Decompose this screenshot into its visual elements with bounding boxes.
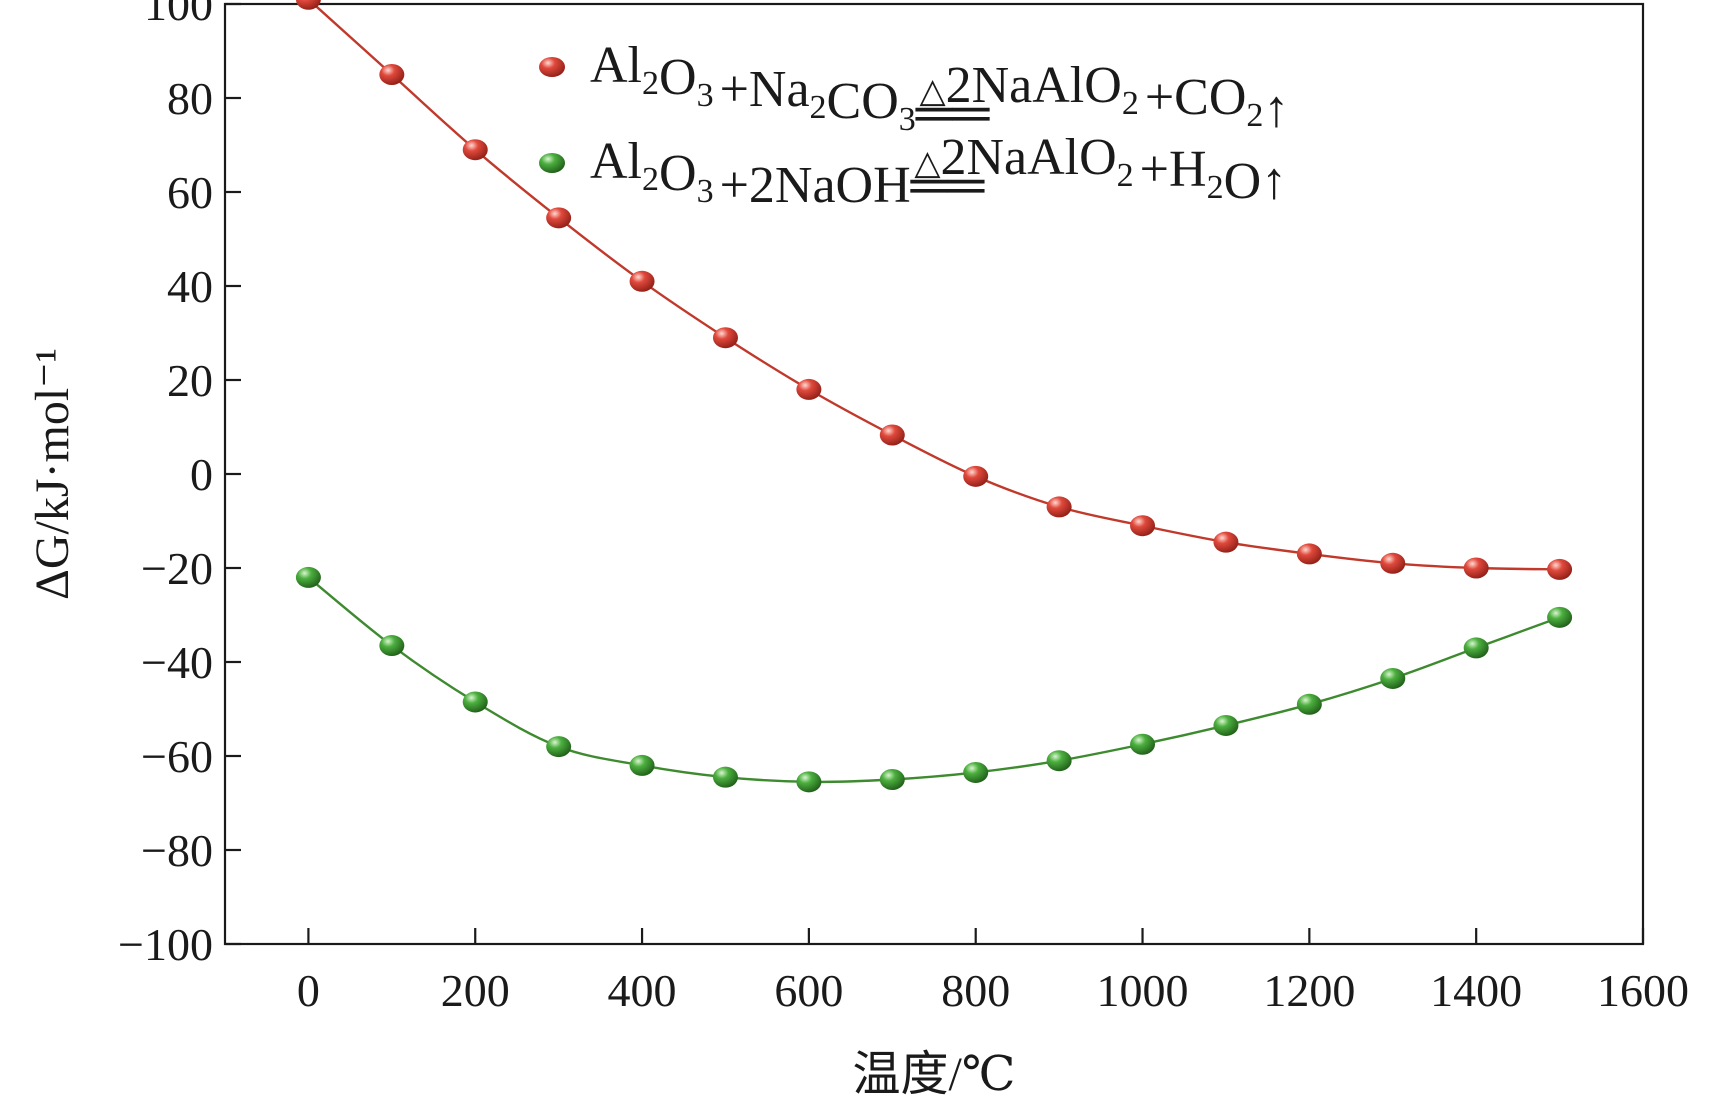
x-tick-label-0: 0 xyxy=(297,965,320,1016)
data-point xyxy=(295,566,321,588)
y-tick-label-3: 40 xyxy=(167,261,213,312)
data-point xyxy=(796,378,822,400)
x-axis-label: 温度/℃ xyxy=(852,1048,1015,1101)
data-point xyxy=(963,761,989,783)
data-point xyxy=(546,207,572,229)
y-tick-label-10: −100 xyxy=(118,919,213,970)
series-line-2 xyxy=(307,576,1561,784)
data-point xyxy=(629,754,655,776)
data-point xyxy=(629,270,655,292)
data-point xyxy=(1296,693,1322,715)
x-tick-label-3: 600 xyxy=(774,965,843,1016)
data-point xyxy=(379,64,405,85)
legend-text: Al2O3 +2NaOH══△2NaAlO2 +H2O↑ xyxy=(590,129,1287,214)
data-point xyxy=(1463,557,1489,579)
data-point xyxy=(712,327,738,349)
data-point xyxy=(1463,637,1489,659)
x-axis-ticks: 0 200 400 600 800 1000 1200 1400 1600 xyxy=(297,928,1689,1016)
y-tick-label-5: 0 xyxy=(190,449,213,500)
data-point xyxy=(1213,714,1239,736)
y-axis-label: ΔG/kJ·mol⁻¹ xyxy=(26,348,79,600)
data-point xyxy=(462,691,488,713)
x-tick-label-1: 200 xyxy=(441,965,510,1016)
data-point xyxy=(963,465,989,487)
data-point xyxy=(1547,558,1573,580)
legend-entry-1: Al2O3 +Na2CO3══△2NaAlO2 +CO2↑ xyxy=(539,37,1289,142)
legend-entry-2: Al2O3 +2NaOH══△2NaAlO2 +H2O↑ xyxy=(539,129,1287,214)
data-point xyxy=(1046,750,1072,772)
data-point xyxy=(879,424,905,446)
legend-marker-2 xyxy=(539,153,565,173)
x-tick-label-8: 1600 xyxy=(1597,965,1689,1016)
y-axis-ticks: 100 80 60 40 20 0 −20 −40 −60 −80 −100 xyxy=(118,0,241,970)
data-point xyxy=(712,766,738,788)
data-point xyxy=(462,139,488,161)
data-point xyxy=(1130,515,1156,537)
data-point xyxy=(796,771,822,793)
legend: Al2O3 +Na2CO3══△2NaAlO2 +CO2↑ Al2O3 +2NaOH═… xyxy=(539,37,1289,214)
legend-label-1: Al2O3 +Na2CO3══△2NaAlO2 +CO2↑ xyxy=(590,37,1289,142)
legend-marker-1 xyxy=(539,57,565,77)
x-tick-label-2: 400 xyxy=(608,965,677,1016)
data-point xyxy=(1547,606,1573,628)
data-point xyxy=(546,736,572,758)
y-tick-label-6: −20 xyxy=(141,543,213,594)
data-point xyxy=(379,635,405,657)
y-tick-label-9: −80 xyxy=(141,825,213,876)
data-point xyxy=(1130,733,1156,755)
x-tick-label-6: 1200 xyxy=(1263,965,1355,1016)
x-tick-label-7: 1400 xyxy=(1430,965,1522,1016)
data-point xyxy=(1046,496,1072,518)
series-1 xyxy=(295,0,1573,580)
series-2 xyxy=(295,566,1573,793)
y-tick-label-8: −60 xyxy=(141,731,213,782)
y-tick-label-7: −40 xyxy=(141,637,213,688)
y-tick-label-0: 100 xyxy=(144,0,213,30)
series-line-1 xyxy=(307,0,1560,571)
x-tick-label-5: 1000 xyxy=(1097,965,1189,1016)
data-point xyxy=(1380,552,1406,574)
y-tick-label-4: 20 xyxy=(167,355,213,406)
data-point xyxy=(295,0,321,10)
y-tick-label-2: 60 xyxy=(167,167,213,218)
series-layer xyxy=(295,0,1573,793)
data-point xyxy=(1213,531,1239,553)
legend-text: Al2O3 +Na2CO3══△2NaAlO2 +CO2↑ xyxy=(590,37,1289,142)
data-point xyxy=(879,769,905,790)
data-point xyxy=(1380,667,1406,689)
x-tick-label-4: 800 xyxy=(941,965,1010,1016)
data-point xyxy=(1296,543,1322,565)
legend-label-2: Al2O3 +2NaOH══△2NaAlO2 +H2O↑ xyxy=(590,129,1287,214)
y-tick-label-1: 80 xyxy=(167,73,213,124)
